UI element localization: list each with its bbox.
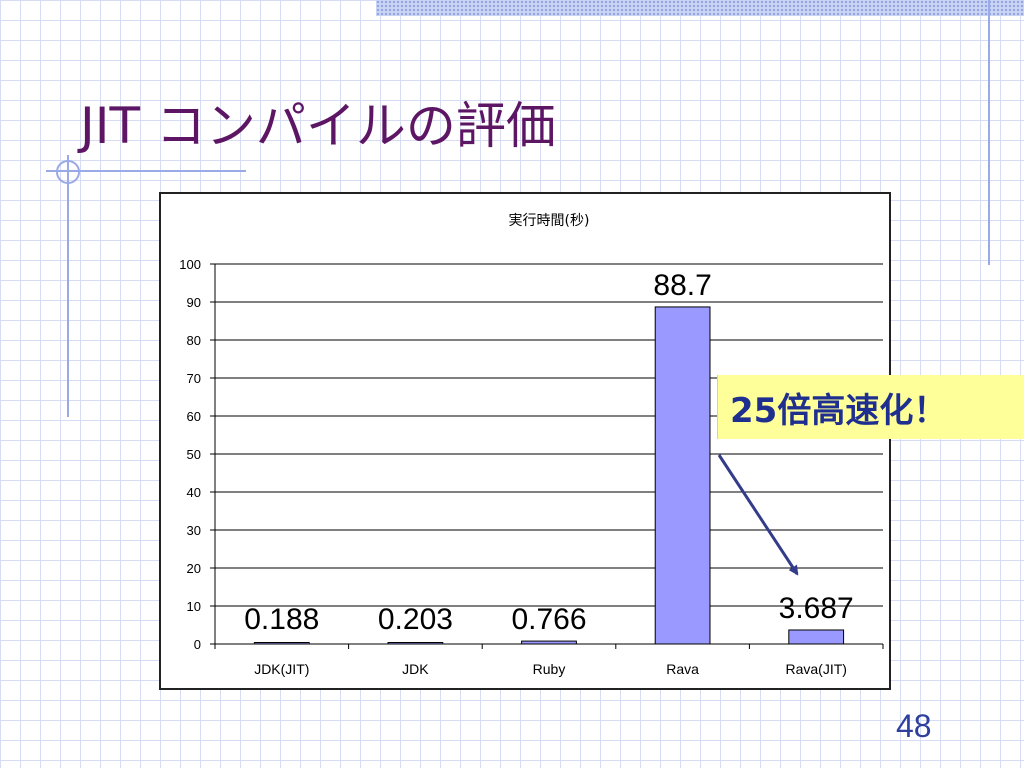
data-label: 3.687 (779, 592, 854, 625)
y-tick-label: 0 (194, 637, 201, 652)
decorative-left-rule-vertical (67, 155, 69, 417)
bar (387, 642, 444, 645)
y-tick-label: 40 (187, 485, 201, 500)
y-tick-label: 60 (187, 409, 201, 424)
chart-title: 実行時間(秒) (509, 213, 590, 229)
page-number: 48 (896, 708, 932, 744)
decorative-right-rule (988, 0, 990, 265)
y-tick-label: 70 (187, 371, 201, 386)
slide-title: JIT コンパイルの評価 (80, 97, 556, 155)
x-tick-label: JDK(JIT) (254, 661, 309, 677)
y-tick-label: 10 (187, 599, 201, 614)
y-tick-label: 30 (187, 523, 201, 538)
y-tick-label: 90 (187, 295, 201, 310)
decorative-circle-icon (56, 160, 80, 184)
decorative-left-rule-horizontal (46, 170, 246, 172)
y-tick-label: 20 (187, 561, 201, 576)
bar (253, 642, 310, 645)
y-tick-label: 50 (187, 447, 201, 462)
x-tick-label: Rava(JIT) (785, 661, 846, 677)
decorative-top-band (376, 0, 1024, 16)
data-label: 88.7 (653, 269, 711, 302)
bar (654, 306, 711, 645)
speedup-callout: 25倍高速化！ (717, 375, 1024, 439)
annotation-arrow (717, 454, 799, 576)
chart-panel: 実行時間(秒) 0 10 20 30 40 50 60 70 80 90 100 JDK(JIT) 0.1… (159, 192, 891, 690)
y-tick-label: 100 (179, 257, 201, 272)
data-label: 0.203 (378, 603, 453, 636)
x-tick-label: Ruby (533, 661, 566, 677)
data-label: 0.188 (244, 603, 319, 636)
y-tick-label: 80 (187, 333, 201, 348)
data-label: 0.766 (511, 603, 586, 636)
x-tick-label: JDK (402, 661, 429, 677)
bar (521, 640, 577, 645)
bar-chart: 実行時間(秒) 0 10 20 30 40 50 60 70 80 90 100 JDK(JIT) 0.1… (179, 213, 884, 677)
x-tick-label: Rava (666, 661, 699, 677)
bar (788, 629, 845, 645)
